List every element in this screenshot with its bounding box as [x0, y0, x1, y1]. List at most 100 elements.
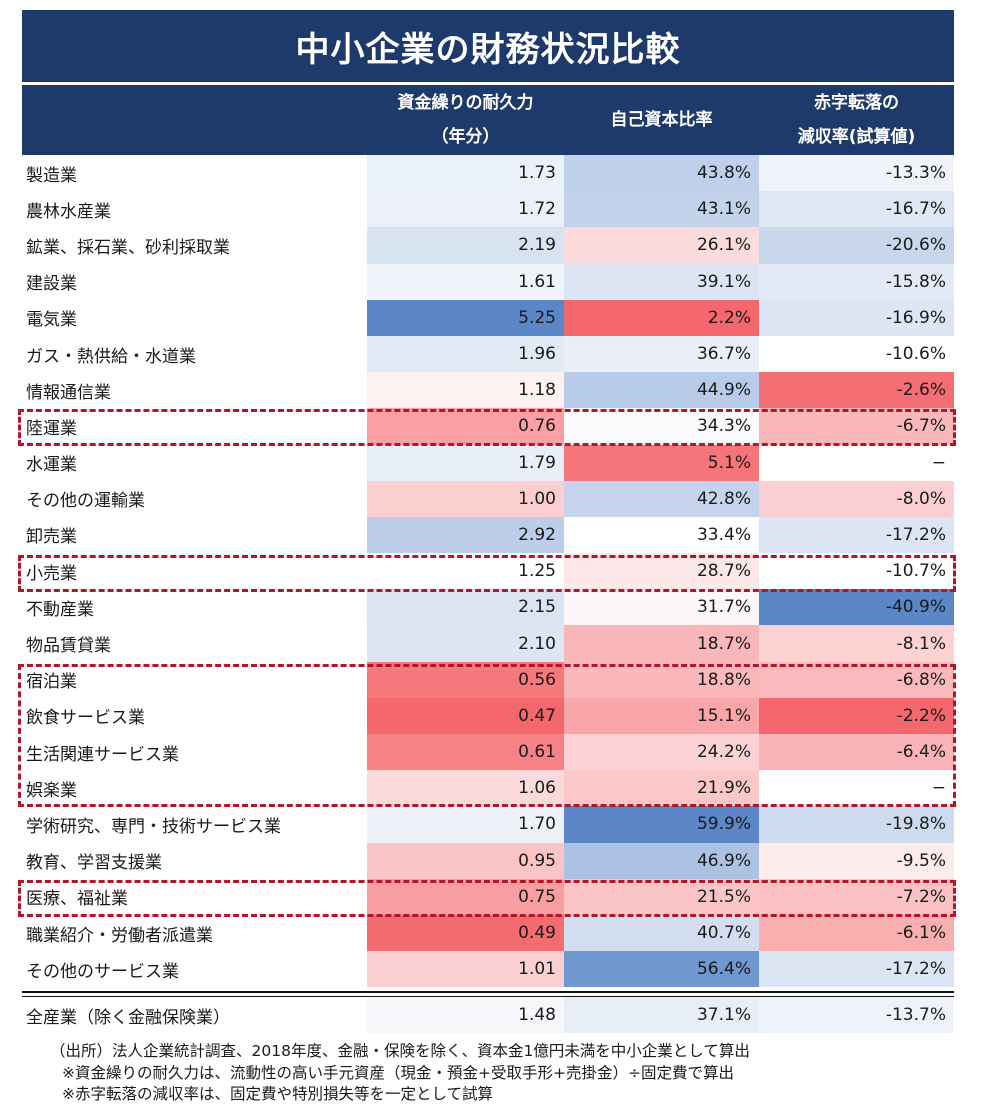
equity-ratio-cell: 36.7%	[564, 335, 759, 373]
table-row: ガス・熱供給・水道業 1.96 36.7% -10.6%	[22, 335, 954, 373]
table-row: 物品賃貸業 2.10 18.7% -8.1%	[22, 625, 954, 662]
row-label: 不動産業	[26, 599, 94, 620]
equity-ratio-cell: 46.9%	[564, 842, 759, 879]
deficit-revenue-drop-cell: -9.5%	[759, 842, 954, 879]
cash-endurance-cell: 0.75	[367, 878, 564, 915]
row-label: 物品賃貸業	[26, 636, 111, 657]
equity-ratio-cell: 28.7%	[564, 553, 759, 590]
equity-ratio-cell: 24.2%	[564, 734, 759, 771]
row-label: 陸運業	[26, 418, 77, 439]
table-row: 不動産業 2.15 31.7% -40.9%	[22, 589, 954, 626]
industry-table: 製造業 1.73 43.8% -13.3% 農林水産業 1.72 43.1% -16.7% 鉱業…	[22, 155, 954, 988]
equity-ratio-cell: 39.1%	[564, 263, 759, 300]
row-label: その他の運輸業	[26, 491, 145, 512]
deficit-revenue-drop-cell: -8.1%	[759, 625, 954, 662]
table-row: 卸売業 2.92 33.4% -17.2%	[22, 516, 954, 554]
cash-endurance-cell: 0.56	[367, 661, 564, 698]
footnote-cash-endurance: ※資金繰りの耐久力は、流動性の高い手元資産（現金・預金+受取手形+売掛金）÷固定…	[62, 1063, 734, 1082]
total-deficit-revenue-drop: -13.7%	[759, 997, 954, 1033]
equity-ratio-cell: 43.8%	[564, 155, 759, 192]
table-row: 教育、学習支援業 0.95 46.9% -9.5%	[22, 842, 954, 879]
table-row: 農林水産業 1.72 43.1% -16.7%	[22, 191, 954, 228]
total-row: 全産業（除く金融保険業） 1.48 37.1% -13.7%	[22, 997, 954, 1033]
row-label: その他のサービス業	[26, 961, 179, 982]
cash-endurance-cell: 1.01	[367, 951, 564, 988]
deficit-revenue-drop-cell: -13.3%	[759, 155, 954, 192]
row-label: 卸売業	[26, 527, 77, 548]
cash-endurance-cell: 0.49	[367, 914, 564, 952]
header-deficit-line1: 赤字転落の	[814, 93, 899, 113]
table-row: 医療、福祉業 0.75 21.5% -7.2%	[22, 878, 954, 915]
header-equity-ratio: 自己資本比率	[564, 85, 759, 155]
row-label: 電気業	[26, 310, 77, 331]
table-row: 飲食サービス業 0.47 15.1% -2.2%	[22, 697, 954, 734]
deficit-revenue-drop-cell: -16.9%	[759, 299, 954, 336]
cash-endurance-cell: 1.79	[367, 444, 564, 481]
table-row: 情報通信業 1.18 44.9% -2.6%	[22, 372, 954, 409]
cash-endurance-cell: 1.61	[367, 263, 564, 300]
table-row: 製造業 1.73 43.8% -13.3%	[22, 155, 954, 192]
cash-endurance-cell: 0.47	[367, 697, 564, 734]
row-label: 宿泊業	[26, 672, 77, 693]
cash-endurance-cell: 0.76	[367, 408, 564, 445]
cash-endurance-cell: 1.73	[367, 155, 564, 192]
equity-ratio-cell: 18.8%	[564, 661, 759, 698]
total-cash-endurance: 1.48	[367, 997, 564, 1033]
cash-endurance-cell: 1.18	[367, 372, 564, 409]
table-row: 小売業 1.25 28.7% -10.7%	[22, 553, 954, 590]
header-deficit-revenue-drop: 赤字転落の 減収率(試算値)	[759, 85, 954, 155]
table-row: 職業紹介・労働者派遣業 0.49 40.7% -6.1%	[22, 914, 954, 952]
cash-endurance-cell: 2.92	[367, 516, 564, 554]
header-equity-ratio-label: 自己資本比率	[610, 109, 713, 130]
equity-ratio-cell: 2.2%	[564, 299, 759, 336]
equity-ratio-cell: 43.1%	[564, 191, 759, 228]
row-label: 飲食サービス業	[26, 708, 145, 729]
cash-endurance-cell: 2.10	[367, 625, 564, 662]
cash-endurance-cell: 2.15	[367, 589, 564, 626]
row-label: 農林水産業	[26, 201, 111, 222]
equity-ratio-cell: 40.7%	[564, 914, 759, 952]
equity-ratio-cell: 21.9%	[564, 770, 759, 807]
deficit-revenue-drop-cell: -8.0%	[759, 480, 954, 517]
table-header: 資金繰りの耐久力 （年分） 自己資本比率 赤字転落の 減収率(試算値)	[22, 85, 954, 155]
footnotes: （出所）法人企業統計調査、2018年度、金融・保険を除く、資本金1億円未満を中小…	[50, 1041, 750, 1106]
row-label: 娯楽業	[26, 780, 77, 801]
deficit-revenue-drop-cell: -17.2%	[759, 516, 954, 554]
row-label: 医療、福祉業	[26, 889, 128, 910]
cash-endurance-cell: 2.19	[367, 227, 564, 264]
total-divider	[22, 991, 954, 993]
row-label: 製造業	[26, 165, 77, 186]
table-row: その他の運輸業 1.00 42.8% -8.0%	[22, 480, 954, 517]
table-row: 学術研究、専門・技術サービス業 1.70 59.9% -19.8%	[22, 806, 954, 843]
cash-endurance-cell: 1.70	[367, 806, 564, 843]
row-label: 小売業	[26, 563, 77, 584]
equity-ratio-cell: 15.1%	[564, 697, 759, 734]
row-label: 鉱業、採石業、砂利採取業	[26, 237, 230, 258]
table-row: 娯楽業 1.06 21.9% −	[22, 770, 954, 807]
deficit-revenue-drop-cell: -6.8%	[759, 661, 954, 698]
header-cash-endurance-line1: 資金繰りの耐久力	[397, 93, 534, 113]
equity-ratio-cell: 31.7%	[564, 589, 759, 626]
table-row: その他のサービス業 1.01 56.4% -17.2%	[22, 951, 954, 988]
equity-ratio-cell: 34.3%	[564, 408, 759, 445]
cash-endurance-cell: 1.00	[367, 480, 564, 517]
deficit-revenue-drop-cell: -6.7%	[759, 408, 954, 445]
equity-ratio-cell: 18.7%	[564, 625, 759, 662]
deficit-revenue-drop-cell: -2.2%	[759, 697, 954, 734]
table-row: 生活関連サービス業 0.61 24.2% -6.4%	[22, 734, 954, 771]
deficit-revenue-drop-cell: -6.4%	[759, 734, 954, 771]
row-label: 職業紹介・労働者派遣業	[26, 925, 213, 946]
table-row: 宿泊業 0.56 18.8% -6.8%	[22, 661, 954, 698]
cash-endurance-cell: 5.25	[367, 299, 564, 336]
cash-endurance-cell: 1.72	[367, 191, 564, 228]
header-deficit-line2: 減収率(試算値)	[797, 127, 916, 147]
deficit-revenue-drop-cell: -15.8%	[759, 263, 954, 300]
total-label: 全産業（除く金融保険業）	[26, 1007, 230, 1028]
deficit-revenue-drop-cell: -17.2%	[759, 951, 954, 988]
cash-endurance-cell: 0.95	[367, 842, 564, 879]
cash-endurance-cell: 1.96	[367, 335, 564, 373]
table-row: 水運業 1.79 5.1% −	[22, 444, 954, 481]
equity-ratio-cell: 33.4%	[564, 516, 759, 554]
deficit-revenue-drop-cell: -10.7%	[759, 553, 954, 590]
row-label: 建設業	[26, 274, 77, 295]
